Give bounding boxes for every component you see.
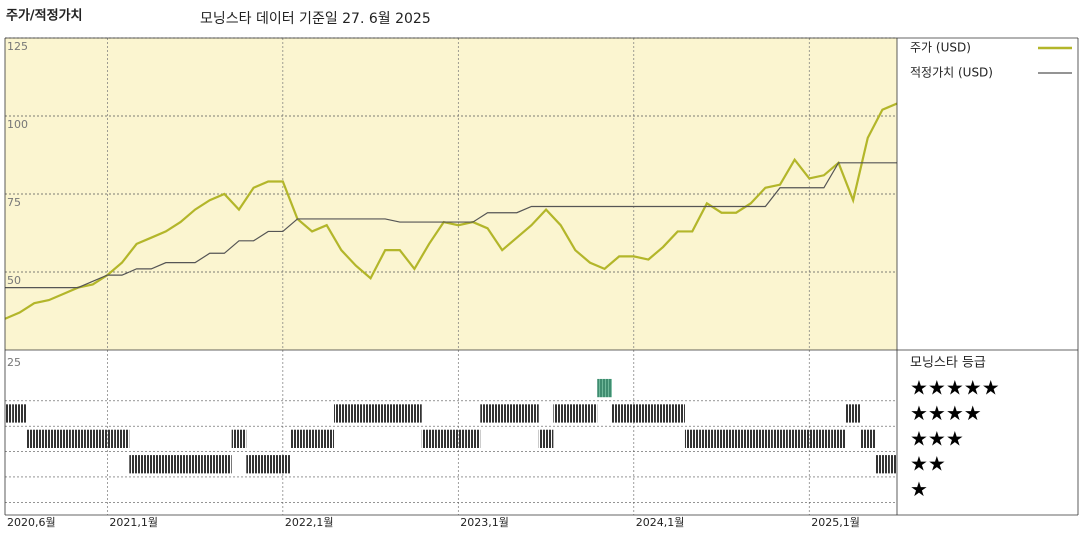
rating-bar — [699, 429, 715, 448]
rating-bar — [611, 404, 627, 423]
rating-bar — [173, 455, 188, 474]
rating-bar — [597, 378, 612, 398]
rating-bar — [85, 429, 101, 448]
rating-bar — [860, 429, 876, 448]
series-line — [5, 102, 897, 320]
rating-bar — [831, 429, 846, 448]
x-tick-label: 2024,1월 — [636, 516, 685, 529]
rating-bar — [538, 429, 554, 448]
rating-title: 모닝스타 등급 — [910, 356, 986, 371]
rating-bar — [5, 404, 13, 423]
x-tick-label: 2021,1월 — [109, 516, 158, 529]
rating-bar — [787, 429, 802, 448]
rating-bar — [626, 404, 642, 423]
corner-label: 25 — [7, 356, 21, 369]
rating-bar — [509, 404, 525, 423]
rating-bars — [5, 378, 897, 474]
rating-bar — [567, 404, 583, 423]
y-tick-label: 125 — [7, 40, 28, 53]
rating-bar — [56, 429, 71, 448]
y-tick-label: 75 — [7, 196, 21, 209]
rating-bar — [582, 404, 598, 423]
legend-label: 주가 (USD) — [910, 41, 971, 55]
rating-bar — [436, 429, 451, 448]
rating-bar — [772, 429, 788, 448]
rating-bar — [202, 455, 218, 474]
rating-bar — [845, 404, 861, 423]
rating-bar — [114, 429, 130, 448]
rating-bar — [889, 455, 897, 474]
rating-bar — [392, 404, 408, 423]
rating-bar — [275, 455, 291, 474]
rating-level: ★ — [910, 477, 928, 501]
rating-bar — [377, 404, 393, 423]
rating-bar — [41, 429, 57, 448]
series-group — [5, 102, 897, 320]
rating-bar — [260, 455, 276, 474]
rating-bar — [743, 429, 759, 448]
rating-bar — [143, 455, 159, 474]
rating-bar — [319, 429, 335, 448]
rating-bar — [246, 455, 261, 474]
rating-bar — [421, 429, 437, 448]
rating-bar — [231, 429, 247, 448]
rating-bar — [334, 404, 349, 423]
rating-bar — [407, 404, 422, 423]
rating-bar — [494, 404, 510, 423]
rating-bar — [100, 429, 115, 448]
chart-subtitle: 모닝스타 데이터 기준일 27. 6월 2025 — [200, 11, 431, 27]
rating-level: ★★★★ — [910, 401, 982, 425]
y-tick-label: 100 — [7, 118, 28, 131]
rating-level: ★★ — [910, 452, 946, 476]
series-line — [5, 162, 897, 289]
rating-bar — [875, 455, 890, 474]
rating-bar — [801, 429, 817, 448]
rating-level: ★★★★★ — [910, 376, 1000, 400]
rating-bar — [363, 404, 378, 423]
rating-bar — [304, 429, 320, 448]
rating-bar — [187, 455, 203, 474]
chart-title: 주가/적정가치 — [6, 8, 83, 24]
rating-bar — [290, 429, 305, 448]
rating-bar — [714, 429, 729, 448]
rating-bar — [70, 429, 86, 448]
x-tick-label: 2023,1월 — [460, 516, 509, 529]
legend-label: 적정가치 (USD) — [910, 66, 993, 80]
rating-bar — [655, 404, 671, 423]
rating-bar — [670, 404, 685, 423]
rating-bar — [684, 429, 700, 448]
rating-bar — [26, 429, 42, 448]
rating-bar — [728, 429, 744, 448]
x-tick-label: 2025,1월 — [811, 516, 860, 529]
rating-bar — [129, 455, 144, 474]
rating-bar — [641, 404, 656, 423]
x-tick-label: 2020,6월 — [7, 516, 56, 529]
rating-bar — [480, 404, 495, 423]
rating-level: ★★★ — [910, 426, 964, 450]
x-tick-label: 2022,1월 — [285, 516, 334, 529]
y-tick-label: 50 — [7, 274, 21, 287]
rating-bar — [816, 429, 832, 448]
rating-bar — [465, 429, 481, 448]
rating-bar — [158, 455, 174, 474]
rating-bar — [524, 404, 539, 423]
rating-bar — [553, 404, 568, 423]
rating-bar — [217, 455, 232, 474]
rating-bar — [12, 404, 27, 423]
rating-bar — [758, 429, 773, 448]
rating-bar — [451, 429, 466, 448]
rating-bar — [348, 404, 364, 423]
